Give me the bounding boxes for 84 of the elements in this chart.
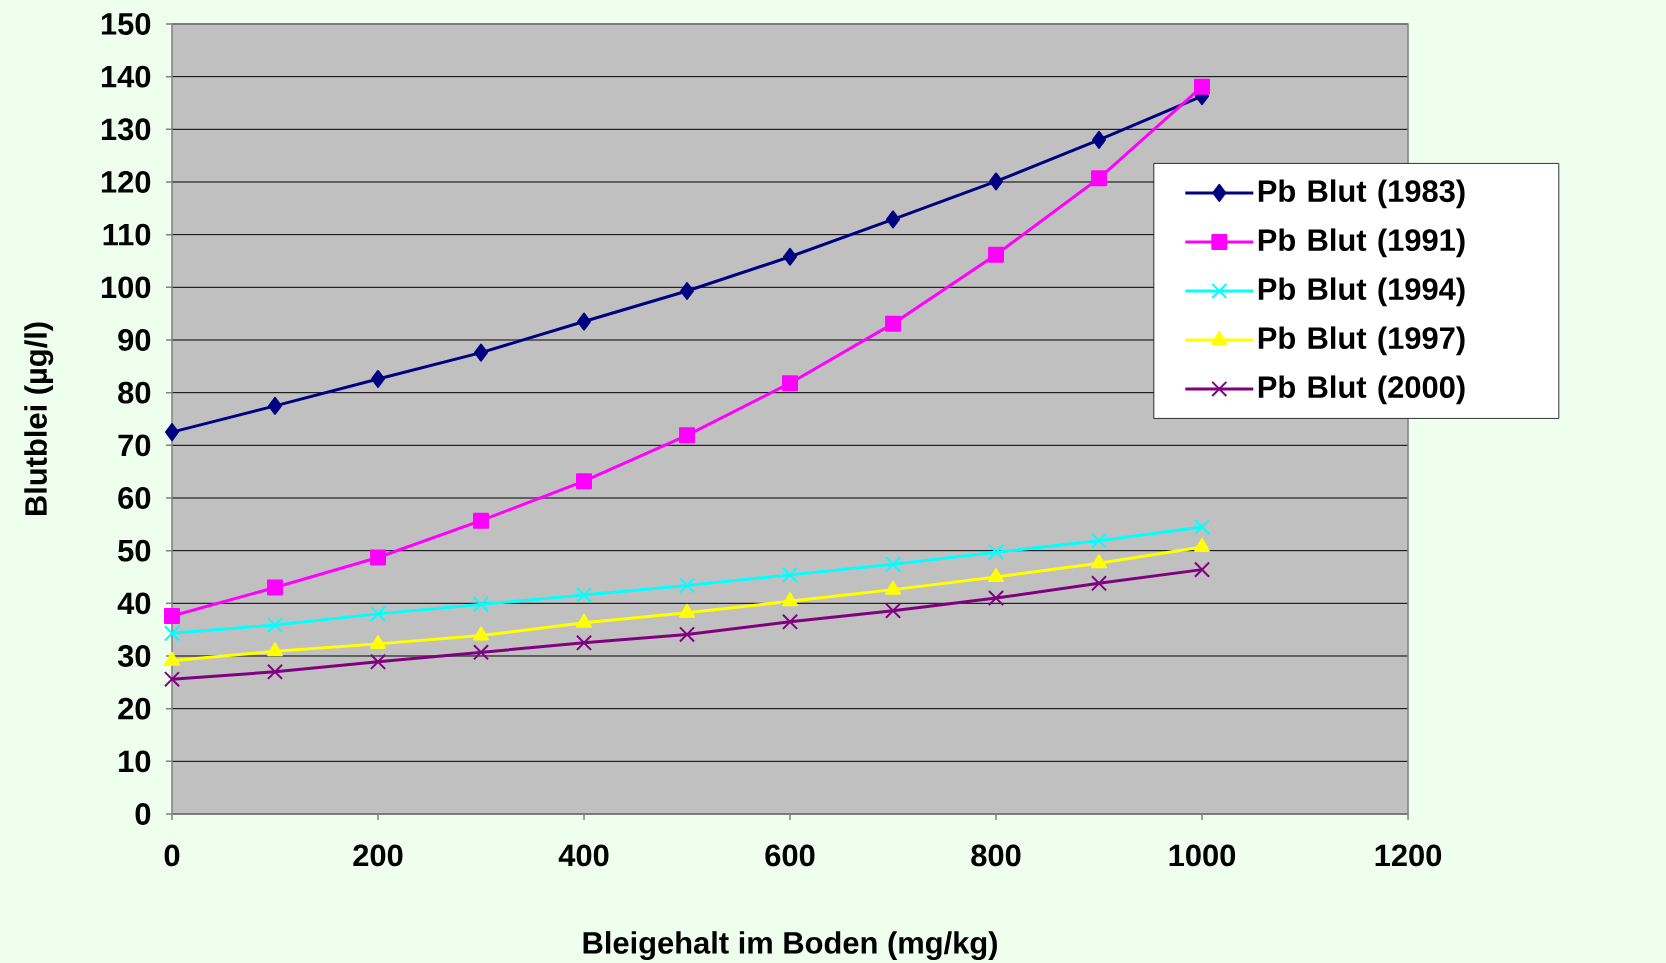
point <box>886 210 901 229</box>
point <box>885 315 902 332</box>
x-tick-label: 1000 <box>1169 844 1236 867</box>
point <box>266 616 284 633</box>
point <box>885 580 901 595</box>
point <box>577 312 592 331</box>
point <box>268 396 283 415</box>
y-tick-label: 140 <box>101 65 151 88</box>
point <box>576 473 593 490</box>
point <box>369 653 387 670</box>
point <box>473 512 490 529</box>
x-axis-title: Bleigehalt im Boden (mg/kg) <box>583 931 997 961</box>
point <box>782 592 798 607</box>
point <box>267 642 283 657</box>
x-tick-label: 0 <box>164 844 180 867</box>
point <box>1193 561 1211 578</box>
point <box>989 172 1004 191</box>
point <box>369 605 387 622</box>
point <box>988 567 1004 582</box>
point <box>266 663 284 680</box>
y-tick-label: 60 <box>118 487 151 509</box>
point <box>472 644 490 661</box>
x-tick-label: 1200 <box>1375 844 1442 867</box>
point <box>782 375 799 392</box>
point <box>473 626 489 641</box>
point <box>1193 518 1211 536</box>
point <box>164 607 180 624</box>
y-tick-label: 100 <box>101 276 151 299</box>
point <box>576 613 592 628</box>
point <box>1194 537 1210 552</box>
point <box>679 427 696 444</box>
x-tick-label: 800 <box>971 844 1021 867</box>
y-tick-label: 90 <box>118 329 151 351</box>
point <box>163 671 181 688</box>
legend-label: Pb Blut (1994) <box>1258 277 1465 307</box>
point <box>884 602 902 619</box>
y-tick-label: 80 <box>118 381 151 404</box>
y-axis-title: Blutblei (µg/l) <box>24 322 54 516</box>
point <box>987 544 1005 561</box>
point <box>370 549 387 566</box>
y-tick-label: 110 <box>103 223 151 246</box>
point <box>781 566 799 583</box>
y-tick-label: 50 <box>118 539 151 562</box>
point <box>370 634 386 649</box>
point <box>679 603 695 618</box>
point <box>1091 170 1108 187</box>
point <box>472 596 490 613</box>
point <box>575 586 593 603</box>
point <box>1194 78 1211 95</box>
point <box>678 626 696 643</box>
y-tick-label: 70 <box>118 434 151 457</box>
point <box>267 579 284 596</box>
legend-label: Pb Blut (1991) <box>1258 228 1465 258</box>
point <box>988 246 1005 263</box>
point <box>575 634 593 651</box>
point <box>680 282 695 301</box>
point <box>884 556 902 573</box>
legend-label: Pb Blut (2000) <box>1258 375 1465 405</box>
x-tick-label: 200 <box>353 844 403 867</box>
x-tick-label: 600 <box>765 844 815 867</box>
point <box>165 423 179 442</box>
point <box>474 343 489 362</box>
point <box>678 577 696 594</box>
y-tick-label: 150 <box>101 13 151 35</box>
y-tick-label: 120 <box>101 171 151 193</box>
point <box>783 247 798 266</box>
point <box>1090 575 1108 592</box>
legend-label: Pb Blut (1983) <box>1258 179 1465 209</box>
legend-label: Pb Blut (1997) <box>1258 326 1465 356</box>
point <box>781 613 799 630</box>
y-tick-label: 10 <box>119 750 151 773</box>
point <box>164 651 180 666</box>
point <box>987 589 1005 607</box>
y-tick-label: 40 <box>117 592 151 615</box>
point <box>371 369 386 388</box>
point <box>1091 554 1107 569</box>
y-tick-label: 0 <box>135 803 151 825</box>
x-tick-label: 400 <box>558 844 609 867</box>
y-tick-label: 20 <box>118 697 151 720</box>
y-tick-label: 130 <box>101 118 151 141</box>
point <box>1090 532 1108 549</box>
point <box>163 625 181 642</box>
y-tick-label: 30 <box>117 645 151 667</box>
point <box>1092 130 1107 149</box>
